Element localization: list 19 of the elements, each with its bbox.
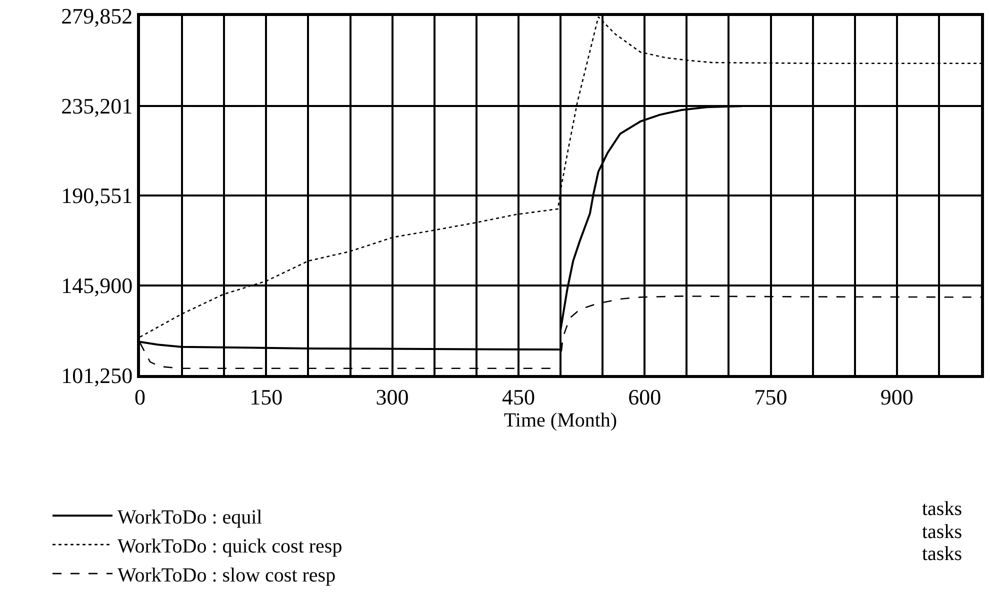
x-tick-label: 150 [250, 384, 283, 410]
x-tick-label: 600 [628, 384, 662, 410]
legend-label: WorkToDo : equil [117, 506, 263, 528]
x-tick-label: 900 [880, 384, 914, 410]
legend-label: WorkToDo : quick cost resp [117, 535, 342, 558]
x-tick-label: 300 [376, 384, 409, 410]
y-tick-label: 235,201 [61, 93, 133, 118]
y-tick-label: 101,250 [61, 362, 133, 388]
y-tick-label: 190,551 [61, 183, 133, 208]
y-tick-label: 279,852 [61, 4, 133, 29]
x-axis-title: Time (Month) [504, 409, 618, 432]
text: tasks [922, 498, 962, 520]
text: tasks [922, 543, 962, 565]
x-tick-label: 0 [134, 384, 146, 410]
legend-label: WorkToDo : slow cost resp [117, 564, 336, 586]
x-tick-label: 450 [502, 384, 535, 410]
y-tick-label: 145,900 [61, 273, 133, 298]
text: tasks [922, 521, 962, 543]
x-tick-label: 750 [754, 384, 788, 410]
